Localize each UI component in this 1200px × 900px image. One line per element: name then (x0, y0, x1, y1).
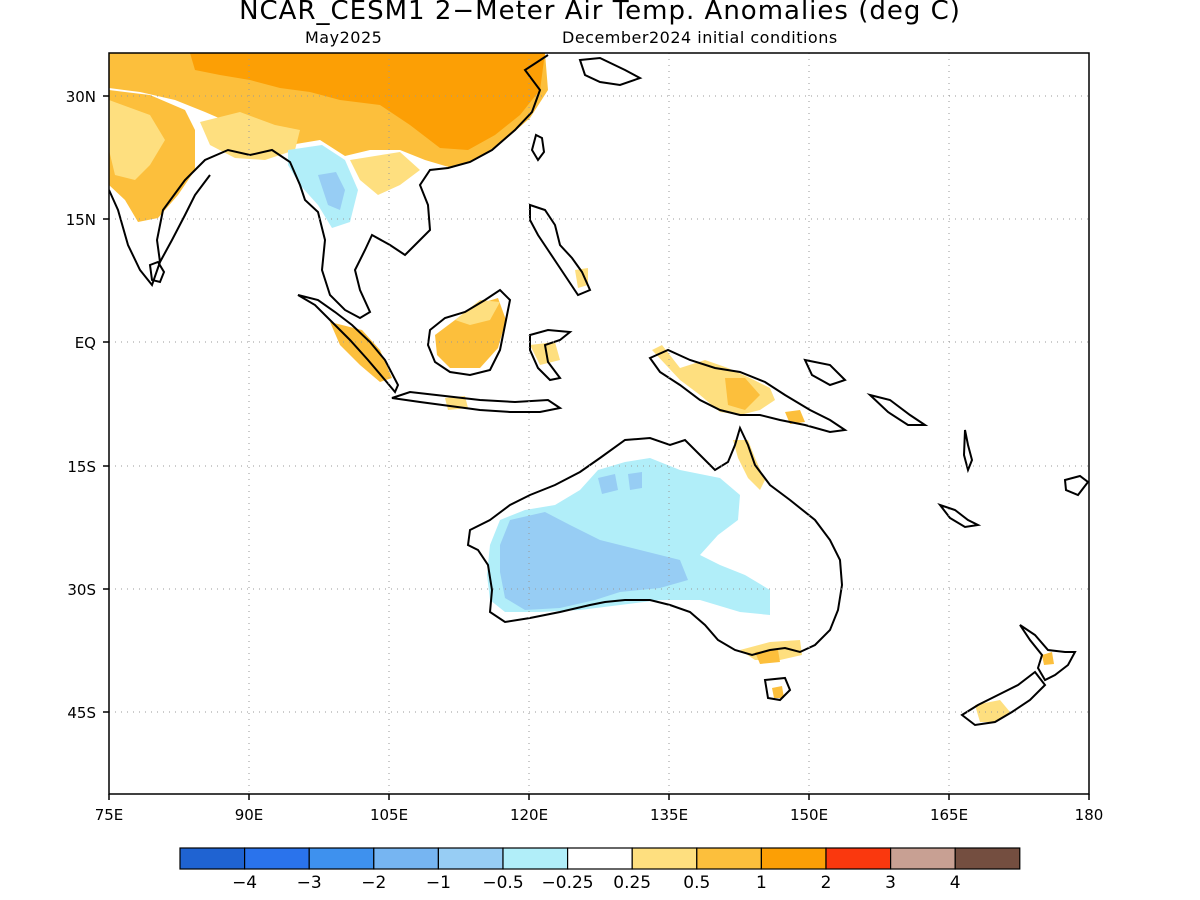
coast-java (391, 390, 563, 413)
coast-new-caledonia (937, 503, 982, 529)
forecast-month: May2025 (305, 28, 383, 47)
lon-label: 105E (370, 806, 408, 824)
lat-label: 45S (67, 704, 96, 722)
lat-label: 30S (67, 581, 96, 599)
anomaly-region-tasmania (772, 686, 784, 698)
coast-taiwan (530, 133, 546, 162)
colorbar-label: −1 (426, 873, 451, 893)
coast-new-guinea (648, 348, 848, 434)
colorbar-label: −2 (361, 873, 386, 893)
colorbar-swatch (825, 847, 892, 870)
lat-label: 30N (66, 88, 96, 106)
anomaly-region-borneo-light (455, 300, 500, 325)
coast-nz-north (1019, 624, 1077, 682)
colorbar-swatch (502, 847, 569, 870)
colorbar-swatch (244, 847, 310, 870)
coast-australia (466, 425, 844, 657)
anomaly-region-mindanao (575, 268, 588, 288)
colorbar-label: −3 (297, 873, 322, 893)
coast-tasmania (763, 676, 792, 702)
anomaly-region-cape-york (733, 440, 765, 490)
coast-philippines (529, 203, 592, 297)
anomaly-region-new-guinea-east (785, 410, 805, 424)
anomaly-region-himalaya (200, 112, 300, 160)
coast-fiji (1063, 474, 1089, 497)
lat-label: 15N (66, 211, 96, 229)
coast-india-east (159, 174, 211, 263)
chart-title: NCAR_CESM1 2−Meter Air Temp. Anomalies (… (239, 0, 961, 26)
axis-ticks (103, 95, 1090, 800)
coast-sri-lanka (148, 260, 166, 284)
anomaly-region-china-strong (190, 53, 545, 150)
coast-japan (578, 56, 643, 87)
lon-label: 120E (510, 806, 548, 824)
anomaly-region-new-guinea (652, 345, 775, 415)
lon-label: 180 (1075, 806, 1104, 824)
lon-label: 150E (790, 806, 828, 824)
colorbar-label: 4 (950, 873, 961, 893)
colorbar-swatch (373, 847, 439, 870)
coastlines (109, 54, 1089, 727)
anomaly-region-sulawesi (530, 342, 560, 365)
colorbar-swatch (179, 847, 246, 870)
coast-borneo (426, 288, 512, 377)
anomaly-region-west-australia (500, 512, 688, 610)
colorbar-swatch (696, 847, 762, 870)
anomaly-region-victoria-warm (755, 650, 780, 664)
colorbar-label: 3 (885, 873, 896, 893)
colorbar-swatch (631, 847, 698, 870)
colorbar-label: −0.5 (482, 873, 523, 893)
lat-label: EQ (75, 334, 96, 352)
colorbar-swatch (954, 847, 1021, 870)
coast-sumatra (297, 294, 400, 394)
lat-label: 15S (67, 458, 96, 476)
map-frame (108, 52, 1090, 795)
coast-vanuatu (962, 429, 974, 474)
anomaly-shading (109, 53, 1054, 722)
lon-label: 90E (235, 806, 264, 824)
latitude-labels: 30N 15N EQ 15S 30S 45S (66, 88, 96, 722)
colorbar-swatch (308, 847, 375, 870)
colorbar-swatch (760, 847, 827, 870)
coast-nz-south (960, 670, 1047, 727)
anomaly-region-vietnam (350, 152, 420, 195)
coast-bismarck (803, 358, 847, 387)
coast-sulawesi (529, 328, 573, 382)
colorbar: −4 −3 −2 −1 −0.5 −0.25 0.25 0.5 1 2 3 4 (179, 847, 1021, 893)
anomaly-region-nz-south (975, 700, 1010, 722)
anomaly-region-india-light (109, 100, 165, 180)
colorbar-label: 0.5 (683, 873, 710, 893)
colorbar-swatch (437, 847, 504, 870)
anomaly-region-indochina-cool2 (318, 172, 345, 210)
initial-conditions: December2024 initial conditions (562, 28, 838, 47)
longitude-labels: 75E 90E 105E 120E 135E 150E 165E 180 (95, 806, 1104, 824)
colorbar-swatch (889, 847, 956, 870)
lon-label: 75E (95, 806, 124, 824)
anomaly-region-north-spot2 (628, 472, 642, 490)
colorbar-label: 0.25 (613, 873, 651, 893)
colorbar-label: −4 (232, 873, 257, 893)
colorbar-label: 2 (821, 873, 832, 893)
gridlines (109, 53, 1089, 794)
anomaly-region-north-spot (598, 474, 618, 494)
coast-asia-mainland (109, 54, 549, 320)
colorbar-swatch (566, 847, 633, 870)
anomaly-region-nz-north (1042, 652, 1054, 665)
colorbar-label: 1 (756, 873, 767, 893)
colorbar-label: −0.25 (542, 873, 594, 893)
lon-label: 165E (930, 806, 968, 824)
coast-solomons (866, 393, 929, 426)
lon-label: 135E (650, 806, 688, 824)
anomaly-region-new-guinea-warm (725, 378, 760, 410)
